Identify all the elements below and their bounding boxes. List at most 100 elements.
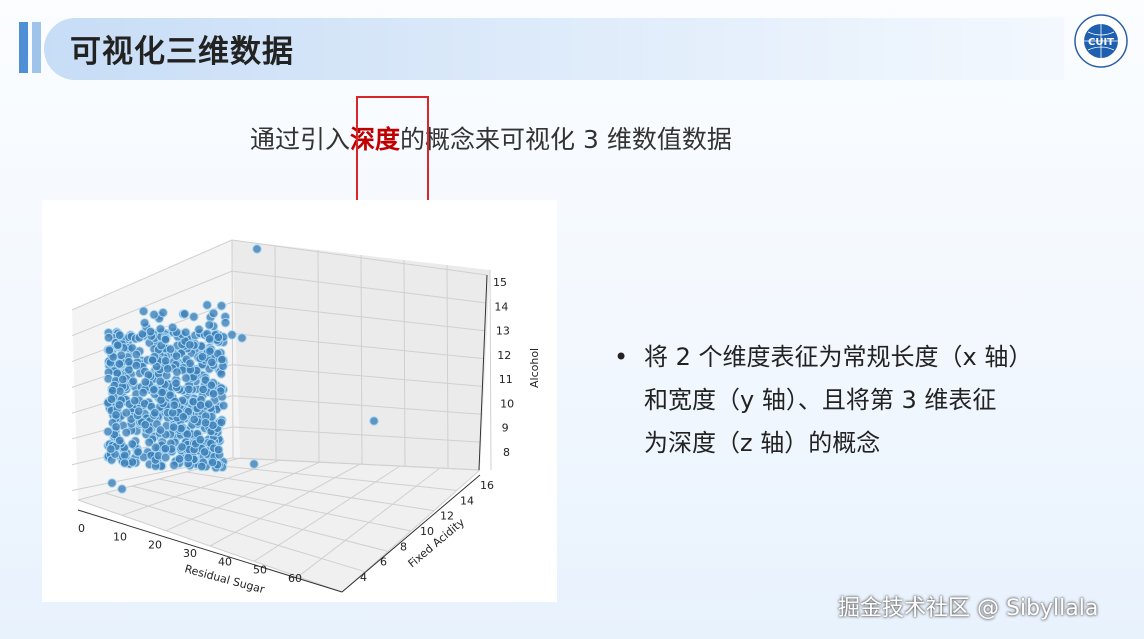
data-point	[117, 374, 128, 385]
data-point	[148, 385, 159, 395]
data-point	[112, 340, 123, 350]
data-point	[121, 427, 132, 438]
data-point	[249, 459, 259, 469]
y-tick-label: 10	[420, 525, 434, 538]
data-point	[207, 357, 217, 368]
scatter-3d-chart: 8 9 10 11 12 13 14 15 0 10 20 30 40 50 60 4 6 8 10 12 14 16 R…	[42, 200, 557, 602]
data-point	[171, 351, 182, 361]
y-axis-line	[341, 474, 481, 593]
grid-line	[231, 239, 488, 276]
data-point	[217, 354, 227, 365]
data-point	[114, 359, 125, 369]
data-point	[185, 358, 195, 369]
data-point	[165, 344, 176, 354]
data-point	[138, 387, 148, 398]
grid-line	[274, 244, 277, 461]
data-point	[162, 363, 173, 374]
data-point	[147, 355, 158, 365]
data-point	[127, 457, 138, 467]
data-point	[252, 244, 262, 254]
title-accent-bar	[19, 22, 28, 73]
data-point	[140, 377, 151, 387]
grid-line	[341, 469, 481, 593]
grid-line	[231, 426, 481, 443]
z-tick-label: 10	[500, 397, 514, 410]
data-point	[160, 452, 171, 463]
x-tick-label: 50	[253, 564, 267, 577]
subtitle-highlight: 深度	[350, 125, 401, 154]
data-point	[160, 334, 171, 345]
data-point	[205, 346, 215, 356]
x-tick-label: 30	[183, 547, 197, 560]
scatter-points	[103, 244, 379, 494]
data-point	[168, 422, 179, 432]
bullet-icon: •	[614, 343, 629, 371]
z-tick-label: 12	[497, 349, 511, 362]
grid-line	[231, 239, 234, 459]
data-point	[189, 311, 199, 322]
data-point	[198, 384, 208, 395]
z-axis-line	[478, 274, 488, 471]
data-point	[133, 447, 143, 457]
data-point	[169, 460, 179, 471]
data-point	[160, 356, 171, 366]
slide-title: 可视化三维数据	[70, 34, 294, 70]
data-point	[216, 417, 227, 428]
data-point	[218, 400, 229, 411]
data-point	[189, 414, 199, 425]
data-point	[106, 444, 116, 454]
grid-line	[403, 259, 406, 467]
title-accent-bar-light	[32, 22, 41, 73]
data-point	[204, 334, 215, 344]
z-tick-label: 13	[496, 325, 510, 338]
data-point	[184, 384, 194, 395]
data-point	[138, 306, 149, 317]
data-point	[196, 461, 207, 472]
bullet-line: 为深度（z 轴）的概念	[644, 429, 881, 457]
data-point	[111, 422, 121, 432]
x-tick-label: 10	[113, 530, 127, 543]
data-point	[149, 309, 159, 320]
data-point	[150, 408, 160, 418]
data-point	[194, 324, 204, 335]
data-point	[145, 326, 156, 337]
data-point	[172, 367, 182, 377]
data-point	[181, 373, 191, 383]
data-point	[200, 375, 211, 385]
grid-line	[71, 270, 233, 337]
data-point	[103, 332, 114, 343]
data-point	[121, 408, 132, 418]
data-point	[227, 330, 237, 340]
bullet-line: 将 2 个维度表征为常规长度（x 轴）	[644, 343, 1033, 371]
data-point	[131, 349, 142, 360]
grid-line	[231, 301, 485, 332]
data-point	[111, 410, 121, 420]
x-tick-label: 0	[78, 522, 85, 535]
data-point	[183, 452, 194, 463]
y-tick-label: 12	[440, 510, 454, 523]
data-point	[208, 388, 219, 399]
z-tick-label: 8	[503, 446, 510, 459]
data-point	[204, 320, 215, 330]
data-point	[114, 435, 125, 446]
data-point	[144, 437, 155, 448]
grid-line	[317, 249, 320, 463]
data-point	[169, 400, 180, 410]
subtitle-text-end: 的概念来可视化 3 维数值数据	[400, 125, 732, 154]
slide-subtitle: 通过引入深度的概念来可视化 3 维数值数据	[250, 120, 732, 156]
data-point	[128, 376, 138, 387]
data-point	[216, 301, 227, 311]
data-point	[237, 333, 247, 343]
data-point	[103, 426, 113, 437]
data-point	[139, 318, 150, 328]
data-point	[195, 400, 206, 410]
data-point	[178, 411, 189, 422]
data-point	[200, 417, 211, 428]
data-point	[202, 300, 212, 310]
z-tick-label: 15	[493, 276, 507, 289]
z-tick-label: 11	[499, 373, 513, 386]
data-point	[119, 458, 130, 468]
grid-line	[231, 332, 484, 360]
